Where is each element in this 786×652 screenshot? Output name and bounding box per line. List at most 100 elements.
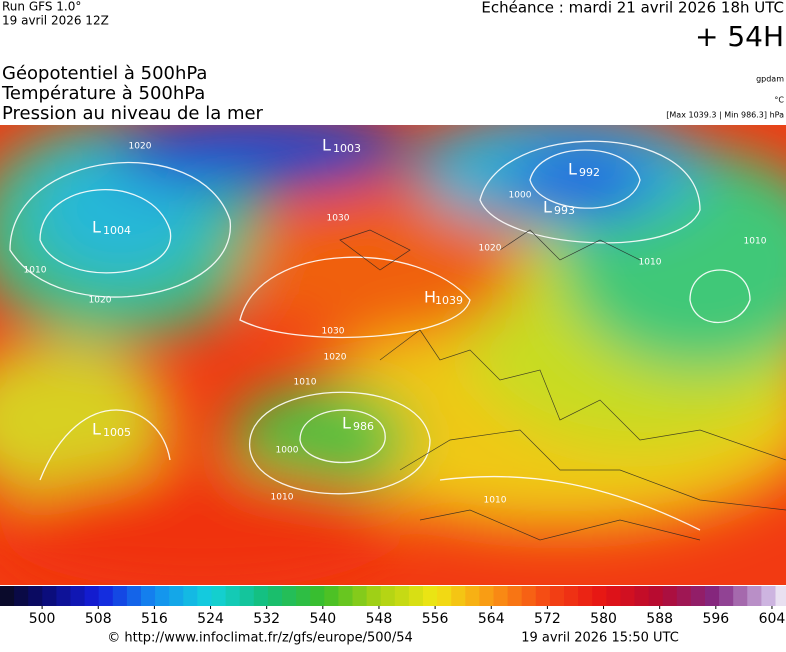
colorbar-label: 508 (85, 611, 112, 627)
colorbar-swatch (465, 586, 480, 606)
colorbar-label: 516 (141, 611, 168, 627)
colorbar-swatch (42, 586, 57, 606)
colorbar-swatch (649, 586, 664, 606)
colorbar-swatch (71, 586, 86, 606)
colorbar-swatch (564, 586, 579, 606)
colorbar-swatch (578, 586, 593, 606)
colorbar-swatch (183, 586, 198, 606)
isobar-label: 1010 (744, 237, 767, 247)
center-value: 1039 (435, 294, 463, 307)
isobar-label: 1010 (294, 378, 317, 388)
colorbar-swatch (367, 586, 382, 606)
isobar-label: 1010 (24, 266, 47, 276)
colorbar-swatch (677, 586, 692, 606)
isobar-label: 1020 (479, 244, 502, 254)
isobar-label: 1030 (327, 214, 350, 224)
colorbar-swatch (508, 586, 523, 606)
colorbar-swatch (127, 586, 142, 606)
colorbar-label: 580 (590, 611, 617, 627)
unit: [Max 1039.3 | Min 986.3] hPa (666, 111, 784, 120)
colorbar-swatch (494, 586, 509, 606)
isobar-label: 1000 (276, 446, 299, 456)
colorbar-swatch (197, 586, 212, 606)
colorbar-swatch (423, 586, 438, 606)
colorbar-swatch (324, 586, 339, 606)
colorbar-swatch (99, 586, 114, 606)
center-value: 1005 (103, 426, 131, 439)
generated: 19 avril 2026 15:50 UTC (521, 631, 679, 646)
colorbar-swatch (56, 586, 71, 606)
colorbar-swatch (282, 586, 297, 606)
valid-time: Echéance : mardi 21 avril 2026 18h UTC (481, 0, 784, 17)
colorbar-swatch (240, 586, 255, 606)
isobar-label: 1020 (89, 296, 112, 306)
colorbar-swatch (776, 586, 786, 606)
colorbar-swatch (663, 586, 678, 606)
colorbar-label: 556 (422, 611, 449, 627)
colorbar-swatch (592, 586, 607, 606)
colorbar-swatch (0, 586, 15, 606)
source: © http://www.infoclimat.fr/z/gfs/europe/… (107, 631, 413, 646)
colorbar-swatch (522, 586, 537, 606)
colorbar-swatch (451, 586, 466, 606)
isobar-label: 1010 (639, 258, 662, 268)
colorbar-label: 532 (253, 611, 280, 627)
colorbar-swatch (635, 586, 650, 606)
isobar-label: 1000 (509, 191, 532, 201)
colorbar-swatch (113, 586, 128, 606)
colorbar-swatch (141, 586, 156, 606)
colorbar-swatch (705, 586, 720, 606)
run-date: 19 avril 2026 12Z (2, 14, 109, 28)
center-value: 993 (554, 204, 575, 217)
colorbar-swatch (437, 586, 452, 606)
lead-time: + 54H (695, 20, 784, 53)
colorbar-swatch (409, 586, 424, 606)
center-kind: L (568, 160, 577, 179)
colorbar-swatch (536, 586, 551, 606)
isobar-label: 1020 (324, 353, 347, 363)
center-kind: L (322, 136, 331, 155)
colorbar-swatch (747, 586, 762, 606)
colorbar-swatch (691, 586, 706, 606)
colorbar-swatch (381, 586, 396, 606)
colorbar-swatch (606, 586, 621, 606)
colorbar-swatch (550, 586, 565, 606)
colorbar-swatch (85, 586, 100, 606)
field: Géopotentiel à 500hPa (2, 63, 207, 84)
field: Pression au niveau de la mer (2, 103, 264, 124)
colorbar-swatch (479, 586, 494, 606)
isobar-label: 1030 (322, 327, 345, 337)
center-kind: L (92, 420, 101, 439)
colorbar-swatch (733, 586, 748, 606)
colorbar-label: 572 (534, 611, 561, 627)
colorbar-label: 604 (759, 611, 786, 627)
colorbar-swatch (268, 586, 283, 606)
unit: °C (774, 96, 784, 105)
colorbar-swatch (226, 586, 241, 606)
run: Run GFS 1.0° (2, 0, 81, 14)
isobar-label: 1020 (129, 142, 152, 152)
colorbar-label: 540 (309, 611, 336, 627)
colorbar-swatch (169, 586, 184, 606)
colorbar-swatch (155, 586, 170, 606)
colorbar-swatch (310, 586, 325, 606)
colorbar-swatch (212, 586, 227, 606)
center-value: 1003 (333, 142, 361, 155)
colorbar-swatch (719, 586, 734, 606)
isobar-label: 1010 (271, 493, 294, 503)
colorbar-swatch (14, 586, 29, 606)
center-value: 986 (353, 420, 374, 433)
colorbar-label: 596 (702, 611, 729, 627)
center-kind: L (543, 198, 552, 217)
colorbar-label: 500 (29, 611, 56, 627)
center-kind: L (342, 414, 351, 433)
colorbar-swatch (620, 586, 635, 606)
colorbar-swatch (296, 586, 311, 606)
field: Température à 500hPa (1, 83, 205, 104)
unit: gpdam (756, 75, 784, 84)
colorbar-swatch (28, 586, 43, 606)
colorbar-swatch (338, 586, 353, 606)
center-kind: L (92, 218, 101, 237)
